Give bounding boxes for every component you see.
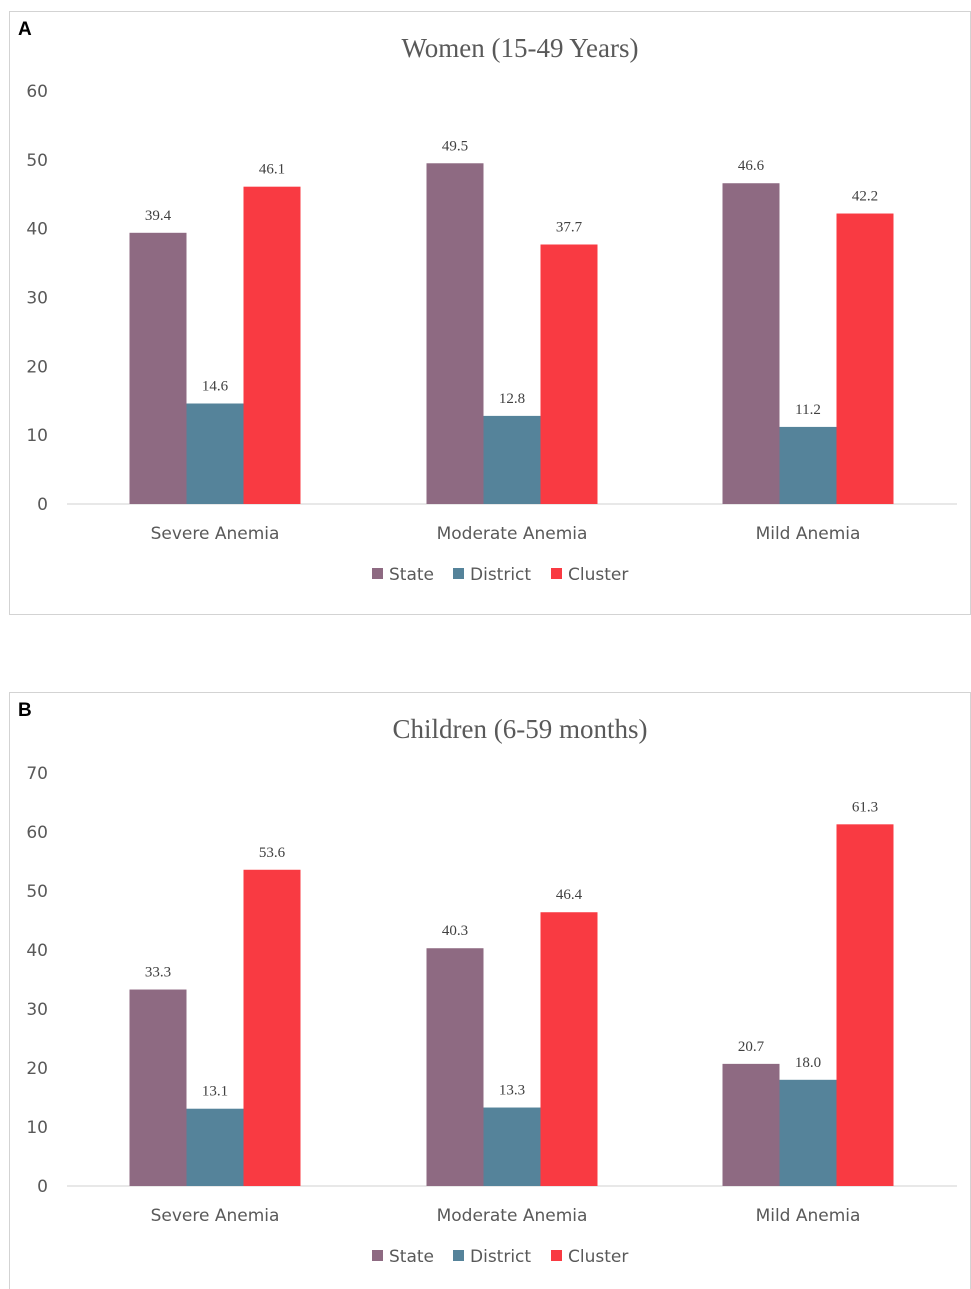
bar-cluster-2 <box>540 244 598 504</box>
data-label-district-3: 18.0 <box>795 1055 821 1071</box>
legend-swatch-state <box>372 1250 383 1261</box>
data-label-district-1: 14.6 <box>202 379 229 395</box>
y-tick-label: 60 <box>26 82 48 102</box>
data-label-district-2: 13.3 <box>499 1083 525 1099</box>
category-label: Mild Anemia <box>756 1206 861 1226</box>
chart-b-data-labels: 33.3 13.1 53.6 40.3 13.3 46.4 20.7 18.0 61.3 <box>145 799 878 1099</box>
category-label: Moderate Anemia <box>437 524 588 544</box>
legend-label-state: State <box>389 565 434 585</box>
legend-label-cluster: Cluster <box>568 1247 628 1267</box>
data-label-cluster-3: 61.3 <box>852 799 878 815</box>
chart-b-legend: State District Cluster <box>372 1247 628 1267</box>
chart-a-bars <box>129 163 894 505</box>
chart-panel-b: B Children (6-59 months) 0 10 20 30 40 50 60 70… <box>0 682 971 1289</box>
legend-swatch-cluster <box>551 1250 562 1261</box>
y-tick-label: 10 <box>26 1118 48 1138</box>
bar-cluster-1 <box>243 186 301 504</box>
data-label-cluster-2: 46.4 <box>556 887 583 903</box>
chart-b-svg: B Children (6-59 months) 0 10 20 30 40 50 60 70… <box>9 692 971 1289</box>
y-tick-label: 60 <box>26 823 48 843</box>
chart-a-category-labels: Severe Anemia Moderate Anemia Mild Anemia <box>151 524 861 544</box>
legend-label-district: District <box>470 565 531 585</box>
chart-a-data-labels: 39.4 14.6 46.1 49.5 12.8 37.7 46.6 11.2 42.2 <box>145 138 878 418</box>
bar-district-2 <box>483 415 541 504</box>
bar-cluster-3 <box>836 824 894 1186</box>
data-label-cluster-3: 42.2 <box>852 189 878 205</box>
category-label: Severe Anemia <box>151 524 280 544</box>
y-tick-label: 0 <box>37 1177 48 1197</box>
chart-b-bars <box>129 824 894 1186</box>
data-label-cluster-1: 53.6 <box>259 845 286 861</box>
bar-state-1 <box>129 232 187 504</box>
data-label-state-1: 39.4 <box>145 208 172 224</box>
y-tick-label: 0 <box>37 495 48 515</box>
data-label-state-3: 46.6 <box>738 158 765 174</box>
y-tick-label: 20 <box>26 357 48 377</box>
category-label: Mild Anemia <box>756 524 861 544</box>
legend-swatch-state <box>372 568 383 579</box>
panel-letter-a: A <box>18 19 32 40</box>
bar-cluster-2 <box>540 912 598 1186</box>
bar-state-1 <box>129 989 187 1186</box>
y-tick-label: 40 <box>26 941 48 961</box>
legend-swatch-district <box>453 1250 464 1261</box>
chart-b-category-labels: Severe Anemia Moderate Anemia Mild Anemia <box>151 1206 861 1226</box>
y-tick-label: 20 <box>26 1059 48 1079</box>
bar-cluster-3 <box>836 213 894 505</box>
category-label: Severe Anemia <box>151 1206 280 1226</box>
chart-a-svg: A Women (15-49 Years) 0 10 20 30 40 50 60 39.4… <box>9 11 971 615</box>
legend-swatch-district <box>453 568 464 579</box>
bar-district-1 <box>186 403 244 504</box>
data-label-district-3: 11.2 <box>795 402 821 418</box>
bar-district-3 <box>779 1079 837 1186</box>
bar-state-2 <box>426 948 484 1186</box>
y-tick-label: 40 <box>26 220 48 240</box>
category-label: Moderate Anemia <box>437 1206 588 1226</box>
legend-label-district: District <box>470 1247 531 1267</box>
chart-b-title: Children (6-59 months) <box>393 714 648 744</box>
legend-swatch-cluster <box>551 568 562 579</box>
y-tick-label: 70 <box>26 764 48 784</box>
data-label-state-2: 40.3 <box>442 923 468 939</box>
data-label-cluster-1: 46.1 <box>259 162 285 178</box>
panel-letter-b: B <box>18 700 32 721</box>
y-tick-label: 30 <box>26 289 48 309</box>
bar-district-1 <box>186 1108 244 1186</box>
bar-state-3 <box>722 183 780 504</box>
data-label-state-1: 33.3 <box>145 965 171 981</box>
data-label-district-1: 13.1 <box>202 1084 228 1100</box>
y-tick-label: 50 <box>26 151 48 171</box>
data-label-state-2: 49.5 <box>442 138 468 154</box>
bar-cluster-1 <box>243 869 301 1186</box>
legend-label-state: State <box>389 1247 434 1267</box>
chart-a-legend: State District Cluster <box>372 565 628 585</box>
data-label-state-3: 20.7 <box>738 1039 765 1055</box>
bar-district-2 <box>483 1107 541 1186</box>
bar-state-3 <box>722 1063 780 1186</box>
chart-b-y-ticks: 0 10 20 30 40 50 60 70 <box>26 764 48 1197</box>
chart-panel-a: A Women (15-49 Years) 0 10 20 30 40 50 60 39.4… <box>0 0 971 620</box>
y-tick-label: 30 <box>26 1000 48 1020</box>
legend-label-cluster: Cluster <box>568 565 628 585</box>
data-label-district-2: 12.8 <box>499 391 525 407</box>
bar-state-2 <box>426 163 484 504</box>
y-tick-label: 50 <box>26 882 48 902</box>
y-tick-label: 10 <box>26 426 48 446</box>
bar-district-3 <box>779 426 837 504</box>
chart-a-title: Women (15-49 Years) <box>401 33 638 63</box>
data-label-cluster-2: 37.7 <box>556 219 583 235</box>
chart-a-y-ticks: 0 10 20 30 40 50 60 <box>26 82 48 515</box>
